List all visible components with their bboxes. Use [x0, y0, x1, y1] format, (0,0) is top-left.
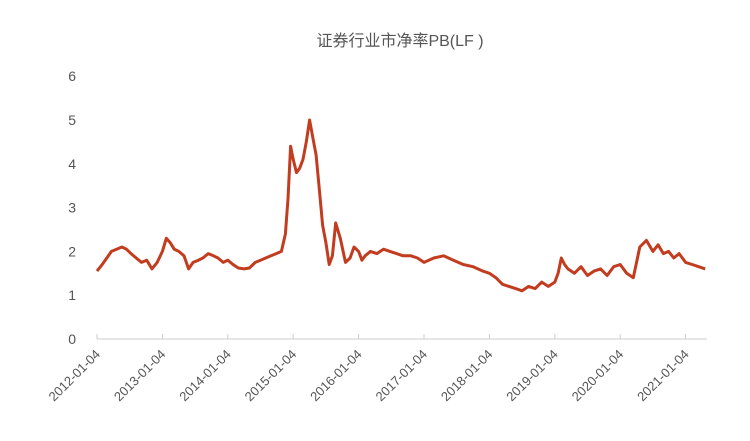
y-tick-label: 1	[68, 287, 76, 303]
y-tick-label: 0	[68, 331, 76, 347]
x-tick-label: 2019-01-04	[503, 347, 561, 405]
chart-title: 证券行业市净率PB(LF )	[316, 32, 483, 50]
x-tick-label: 2015-01-04	[242, 347, 300, 405]
y-tick-label: 3	[68, 200, 76, 216]
series-line-pb	[95, 118, 706, 293]
x-axis: 2012-01-04 2013-01-04 2014-01-04 2015-01-04…	[45, 334, 707, 404]
x-tick-label: 2014-01-04	[176, 347, 234, 405]
x-tick-label: 2018-01-04	[438, 347, 496, 405]
x-tick-label: 2017-01-04	[372, 347, 430, 405]
x-tick-label: 2013-01-04	[111, 347, 169, 405]
x-tick-label: 2021-01-04	[634, 347, 692, 405]
series-layer	[95, 118, 706, 293]
y-tick-label: 6	[68, 68, 76, 84]
x-tick-label: 2016-01-04	[307, 347, 365, 405]
y-axis: 0 1 2 3 4 5 6	[68, 68, 76, 347]
y-tick-label: 2	[68, 243, 76, 259]
y-tick-label: 4	[68, 156, 76, 172]
x-tick-label: 2012-01-04	[45, 347, 103, 405]
x-tick-label: 2020-01-04	[569, 347, 627, 405]
y-tick-label: 5	[68, 112, 76, 128]
